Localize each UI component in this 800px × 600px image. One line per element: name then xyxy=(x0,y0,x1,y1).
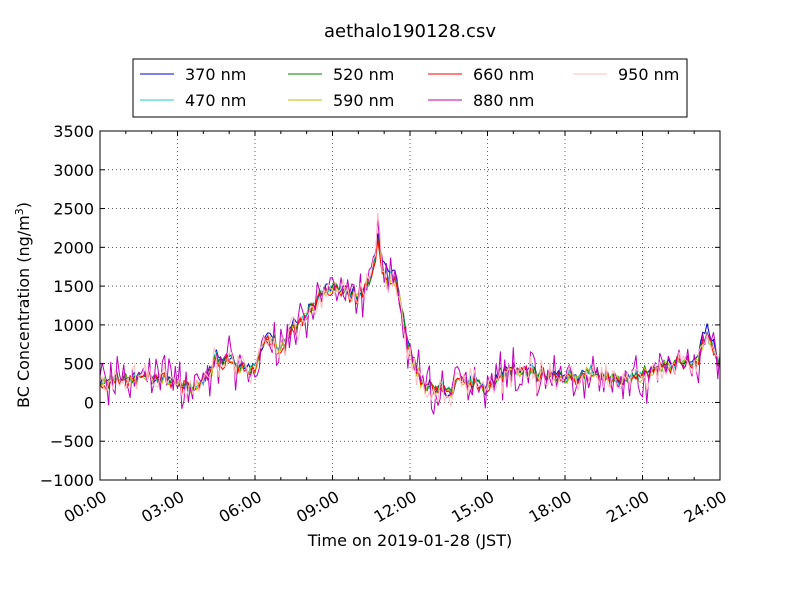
legend: 370 nm 470 nm 520 nm 590 nm 660 nm 880 nm 950 … xyxy=(132,58,688,118)
x-tick-label: 21:00 xyxy=(603,487,652,527)
x-tick-label: 12:00 xyxy=(371,487,420,527)
y-tick-label: 1500 xyxy=(53,277,94,296)
y-tick-label: 3000 xyxy=(53,161,94,180)
x-tick-label: 15:00 xyxy=(448,487,497,527)
legend-label: 950 nm xyxy=(618,65,679,84)
y-axis-label-sup: 3 xyxy=(13,208,26,215)
legend-label: 590 nm xyxy=(333,91,394,110)
series-line xyxy=(100,238,720,396)
series-layer xyxy=(100,212,720,415)
x-tick-label: 03:00 xyxy=(138,487,187,527)
y-tick-label: −500 xyxy=(50,432,94,451)
y-tick-label: 3500 xyxy=(53,122,94,141)
y-tick-label: 500 xyxy=(63,355,94,374)
x-tick-label: 24:00 xyxy=(681,487,730,527)
y-tick-label: 2000 xyxy=(53,238,94,257)
x-tick-label: 06:00 xyxy=(216,487,265,527)
y-tick-label: 1000 xyxy=(53,316,94,335)
legend-label: 660 nm xyxy=(473,65,534,84)
y-axis-label: BC Concentration (ng/m3) xyxy=(13,202,33,408)
x-tick-label: 09:00 xyxy=(293,487,342,527)
y-tick-label: −1000 xyxy=(40,471,94,490)
axis-ticks: −1000 −500 0 500 1000 1500 2000 2500 3000 3500 00:… xyxy=(40,122,730,527)
chart-title: aethalo190128.csv xyxy=(324,21,496,42)
legend-label: 370 nm xyxy=(185,65,246,84)
y-tick-label: 0 xyxy=(84,393,94,412)
y-axis-label-main: BC Concentration (ng/m xyxy=(14,215,33,408)
legend-label: 470 nm xyxy=(185,91,246,110)
x-axis-label: Time on 2019-01-28 (JST) xyxy=(307,531,512,550)
legend-box xyxy=(132,58,688,118)
legend-label: 880 nm xyxy=(473,91,534,110)
x-tick-label: 18:00 xyxy=(526,487,575,527)
legend-label: 520 nm xyxy=(333,65,394,84)
x-tick-label: 00:00 xyxy=(61,487,110,527)
grid-lines xyxy=(99,130,721,481)
y-axis-label-tail: ) xyxy=(14,202,33,208)
y-tick-label: 2500 xyxy=(53,200,94,219)
series-line xyxy=(100,241,720,396)
series-line xyxy=(100,212,720,407)
